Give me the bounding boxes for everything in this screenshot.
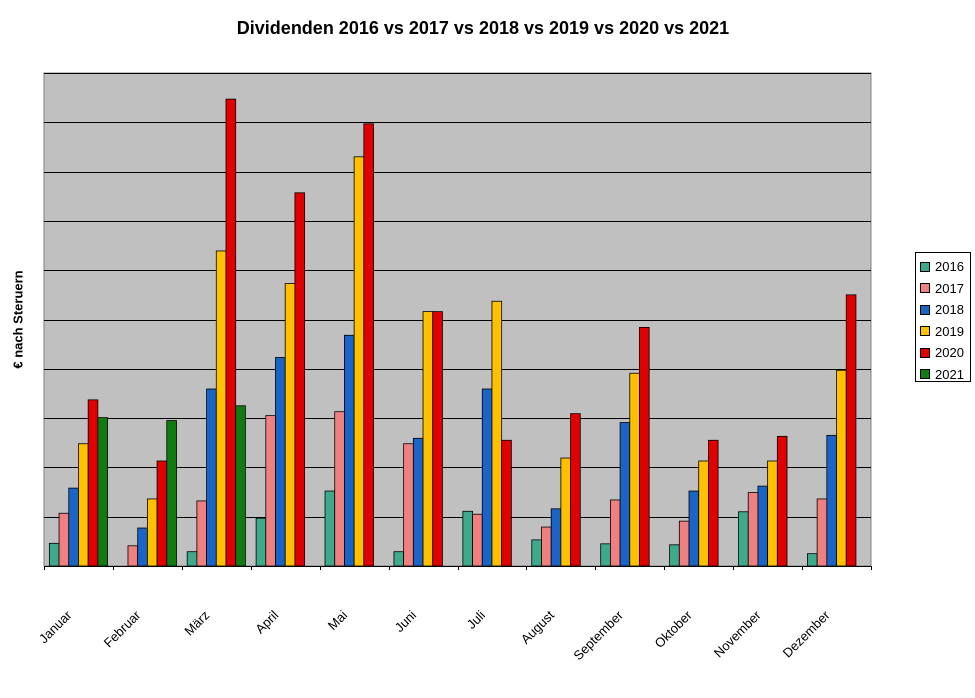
bar-2018-November [757, 485, 769, 567]
bar-2017-Dezember [816, 498, 828, 567]
x-tick-label: Februar [101, 607, 144, 650]
x-tick-label: Dezember [780, 607, 833, 660]
bar-2019-April [284, 283, 296, 567]
bar-2017-August [541, 526, 552, 567]
legend-label: 2016 [935, 259, 964, 275]
bar-2017-Februar [127, 545, 139, 567]
bar-2018-März [206, 388, 217, 567]
bar-2018-Mai [344, 334, 355, 567]
bar-2016-Juni [393, 551, 405, 567]
bar-2020-August [570, 413, 581, 567]
legend-item: 2016 [920, 256, 970, 278]
bar-2019-Dezember [836, 369, 847, 567]
bar-2019-Oktober [698, 460, 709, 567]
legend-label: 2017 [935, 280, 964, 296]
legend: 2016 2017 2018 2019 2020 2021 [915, 252, 971, 382]
bar-2020-Oktober [708, 439, 719, 567]
bar-2020-November [776, 435, 788, 567]
bar-2016-Dezember [807, 553, 818, 567]
bar-2018-Dezember [826, 434, 837, 567]
bar-2018-Februar [137, 527, 148, 567]
bar-2017-April [265, 415, 276, 567]
legend-swatch [920, 261, 930, 272]
bar-2016-April [255, 517, 267, 567]
bar-2020-Juni [432, 311, 443, 567]
x-tick-label: Oktober [652, 607, 696, 651]
bar-2018-September [619, 422, 631, 567]
bar-2019-Februar [146, 498, 158, 567]
legend-item: 2018 [920, 299, 970, 321]
chart-title: Dividenden 2016 vs 2017 vs 2018 vs 2019 … [236, 18, 730, 38]
legend-label: 2018 [935, 302, 964, 318]
bar-2017-Oktober [678, 520, 690, 567]
x-tick-label: Juni [392, 607, 420, 635]
bar-2020-Januar [87, 399, 99, 567]
bar-2017-September [609, 499, 621, 567]
bar-2019-Mai [353, 156, 365, 567]
legend-item: 2019 [920, 321, 970, 343]
bar-2016-Januar [48, 542, 60, 567]
bar-2020-Juli [501, 439, 512, 567]
bar-2017-Juni [403, 443, 414, 567]
bar-2016-März [186, 551, 198, 567]
legend-swatch [920, 369, 930, 380]
bar-2019-August [560, 457, 571, 567]
bar-2019-Juni [422, 311, 434, 567]
bar-2018-Juni [412, 437, 424, 567]
legend-item: 2020 [920, 342, 970, 364]
bar-2017-Juli [472, 513, 483, 567]
x-tick-label: September [570, 607, 626, 663]
bar-2020-Mai [363, 123, 374, 567]
bar-2020-Dezember [845, 294, 857, 567]
x-tick-label: März [181, 608, 212, 639]
bar-2018-April [275, 357, 286, 567]
bar-2018-Januar [68, 487, 79, 567]
legend-swatch [920, 283, 930, 294]
legend-swatch [920, 304, 930, 315]
bar-2020-September [639, 326, 650, 567]
x-tick-label: Juli [464, 607, 488, 631]
bar-2020-März [225, 98, 237, 567]
bar-2019-November [767, 460, 778, 567]
x-tick-label: April [252, 607, 281, 636]
bar-chart: Januar Februar März April Mai Juni Juli August S… [36, 72, 872, 663]
x-tick-label: November [711, 607, 764, 660]
plot-area [43, 72, 872, 567]
bar-2019-Juli [491, 300, 503, 567]
bar-2017-Januar [58, 512, 70, 567]
legend-swatch [920, 326, 930, 337]
bar-2020-April [294, 192, 306, 567]
bar-2021-März [235, 405, 246, 567]
bar-2020-Februar [156, 460, 168, 567]
legend-swatch [920, 347, 930, 358]
legend-label: 2019 [935, 323, 964, 339]
bar-2016-September [600, 543, 611, 567]
bar-2021-Januar [97, 417, 108, 567]
x-tick-label: August [518, 607, 557, 646]
bar-2017-März [196, 500, 207, 567]
legend-item: 2017 [920, 278, 970, 300]
bar-2018-Juli [481, 388, 493, 567]
legend-label: 2021 [935, 366, 964, 382]
bar-2016-Mai [324, 490, 336, 567]
bar-2016-Juli [462, 510, 473, 567]
bar-2016-Oktober [669, 544, 680, 567]
bar-2017-November [747, 492, 759, 567]
bar-2018-August [550, 508, 562, 567]
bar-2021-Februar [166, 420, 177, 567]
x-tick-label: Januar [36, 607, 75, 646]
bar-2017-Mai [334, 411, 345, 567]
bar-2016-November [738, 511, 749, 567]
bar-2016-August [531, 539, 542, 567]
bar-2019-September [629, 372, 640, 567]
bar-2019-Januar [78, 443, 89, 567]
bar-2018-Oktober [688, 490, 700, 567]
bar-2019-März [215, 250, 227, 567]
x-tick-label: Mai [325, 607, 350, 632]
legend-label: 2020 [935, 345, 964, 361]
legend-item: 2021 [920, 364, 970, 386]
